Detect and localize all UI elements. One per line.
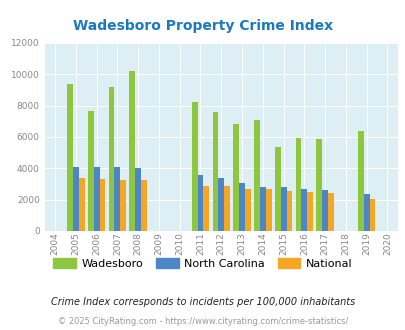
Bar: [274, 147, 280, 231]
Bar: [73, 167, 79, 231]
Bar: [254, 120, 259, 231]
Bar: [120, 180, 126, 231]
Bar: [212, 112, 218, 231]
Bar: [357, 131, 363, 231]
Bar: [307, 192, 312, 231]
Bar: [315, 139, 322, 231]
Bar: [141, 180, 147, 231]
Bar: [191, 102, 197, 231]
Bar: [218, 178, 224, 231]
Bar: [286, 191, 292, 231]
Bar: [322, 190, 327, 231]
Bar: [67, 84, 73, 231]
Bar: [301, 189, 307, 231]
Bar: [99, 179, 105, 231]
Text: © 2025 CityRating.com - https://www.cityrating.com/crime-statistics/: © 2025 CityRating.com - https://www.city…: [58, 317, 347, 326]
Text: Crime Index corresponds to incidents per 100,000 inhabitants: Crime Index corresponds to incidents per…: [51, 297, 354, 307]
Bar: [109, 87, 114, 231]
Legend: Wadesboro, North Carolina, National: Wadesboro, North Carolina, National: [49, 254, 356, 273]
Bar: [363, 194, 369, 231]
Bar: [197, 175, 203, 231]
Bar: [79, 179, 84, 231]
Bar: [203, 185, 209, 231]
Bar: [233, 124, 239, 231]
Bar: [280, 187, 286, 231]
Bar: [114, 167, 120, 231]
Bar: [369, 199, 375, 231]
Bar: [129, 71, 135, 231]
Bar: [244, 189, 250, 231]
Bar: [224, 186, 229, 231]
Bar: [94, 167, 99, 231]
Text: Wadesboro Property Crime Index: Wadesboro Property Crime Index: [73, 19, 332, 33]
Bar: [239, 183, 244, 231]
Bar: [327, 193, 333, 231]
Bar: [265, 189, 271, 231]
Bar: [135, 168, 141, 231]
Bar: [259, 187, 265, 231]
Bar: [295, 138, 301, 231]
Bar: [87, 111, 94, 231]
